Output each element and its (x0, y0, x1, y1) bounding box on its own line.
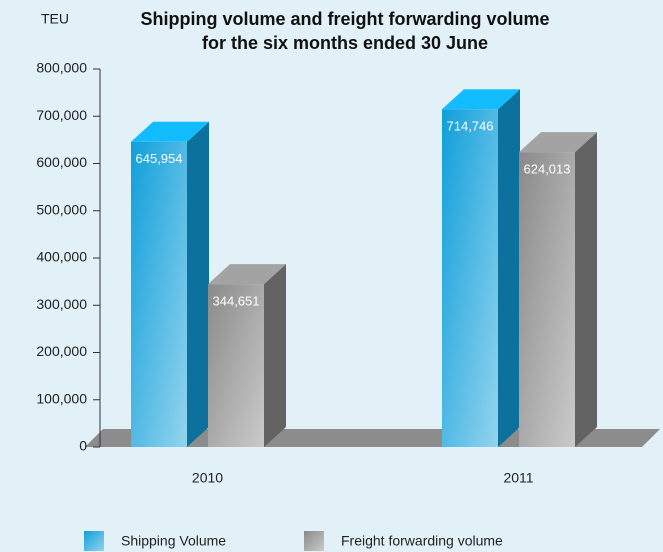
bar-top (519, 132, 597, 153)
bar-shine (519, 152, 575, 447)
y-tick-label: 700,000 (36, 107, 87, 123)
y-tick-label: 0 (79, 438, 87, 454)
y-tick-label: 100,000 (36, 390, 87, 406)
y-tick-label: 800,000 (36, 60, 87, 76)
bar-side (575, 132, 597, 447)
bar-shine (131, 141, 187, 447)
value-label: 344,651 (213, 294, 260, 309)
y-axis-label: TEU (41, 11, 69, 27)
y-tick-label: 400,000 (36, 249, 87, 265)
bar-side (264, 264, 286, 447)
bar-top (442, 89, 520, 110)
bar-shine (208, 284, 264, 447)
x-tick-label: 2011 (503, 470, 533, 486)
bar-top (131, 121, 209, 142)
value-label: 624,013 (524, 162, 571, 177)
legend-swatch-shine (304, 531, 324, 551)
chart-title: Shipping volume and freight forwarding v… (140, 9, 549, 29)
y-tick-label: 600,000 (36, 154, 87, 170)
x-tick-label: 2010 (192, 470, 223, 486)
y-tick-label: 200,000 (36, 343, 87, 359)
value-label: 714,746 (447, 119, 494, 134)
bar-side (187, 121, 209, 447)
value-label: 645,954 (136, 151, 183, 166)
bar-shine (442, 109, 498, 447)
legend-swatch-shine (84, 531, 104, 551)
y-tick-label: 500,000 (36, 201, 87, 217)
legend-label: Shipping Volume (121, 533, 226, 549)
legend-label: Freight forwarding volume (341, 533, 503, 549)
y-tick-label: 300,000 (36, 296, 87, 312)
bar-top (208, 264, 286, 285)
bar-side (498, 89, 520, 447)
chart-title: for the six months ended 30 June (202, 33, 488, 53)
